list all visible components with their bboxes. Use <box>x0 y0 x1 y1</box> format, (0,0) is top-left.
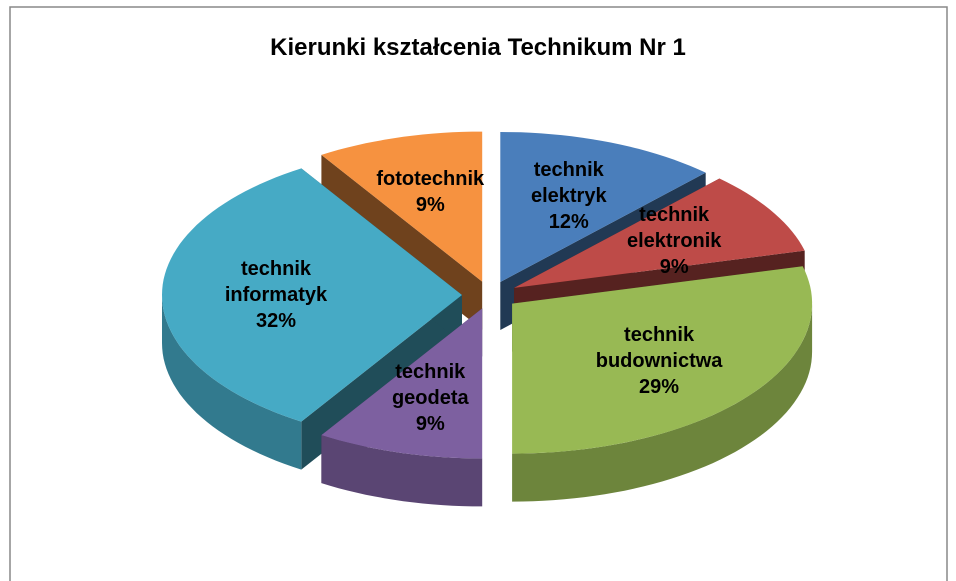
slice-wall <box>321 435 483 507</box>
slice <box>162 168 462 422</box>
value-label: 9% <box>659 255 689 278</box>
slice <box>512 266 813 454</box>
category-label: technik elektronik <box>626 203 722 252</box>
slice-wall <box>162 295 302 470</box>
value-label: 9% <box>415 194 445 217</box>
category-label: fototechnik <box>376 168 485 191</box>
slice-wall <box>512 303 813 502</box>
category-label: technik geodeta <box>391 360 469 409</box>
data-label: technik informatyk 32% <box>225 256 327 334</box>
category-label: technik informatyk <box>224 258 328 306</box>
chart-title: Kierunki kształcenia Technikum Nr 1 <box>270 34 686 61</box>
category-label: technik elektryk <box>530 158 607 207</box>
slice <box>321 131 483 282</box>
value-label: 9% <box>415 412 445 435</box>
data-label: technik budownictwa 29% <box>596 322 723 400</box>
pie <box>162 131 813 507</box>
slice <box>500 132 706 282</box>
value-label: 32% <box>255 310 297 332</box>
value-label: 29% <box>639 375 680 398</box>
data-label: technik elektronik 9% <box>627 202 721 280</box>
slice <box>514 178 805 288</box>
data-label: technik geodeta 9% <box>392 359 469 437</box>
value-label: 12% <box>548 210 589 233</box>
data-label: fototechnik 9% <box>376 166 484 218</box>
data-label: technik elektryk 12% <box>531 157 607 235</box>
category-label: technik budownictwa <box>595 323 723 372</box>
slice <box>321 308 483 459</box>
